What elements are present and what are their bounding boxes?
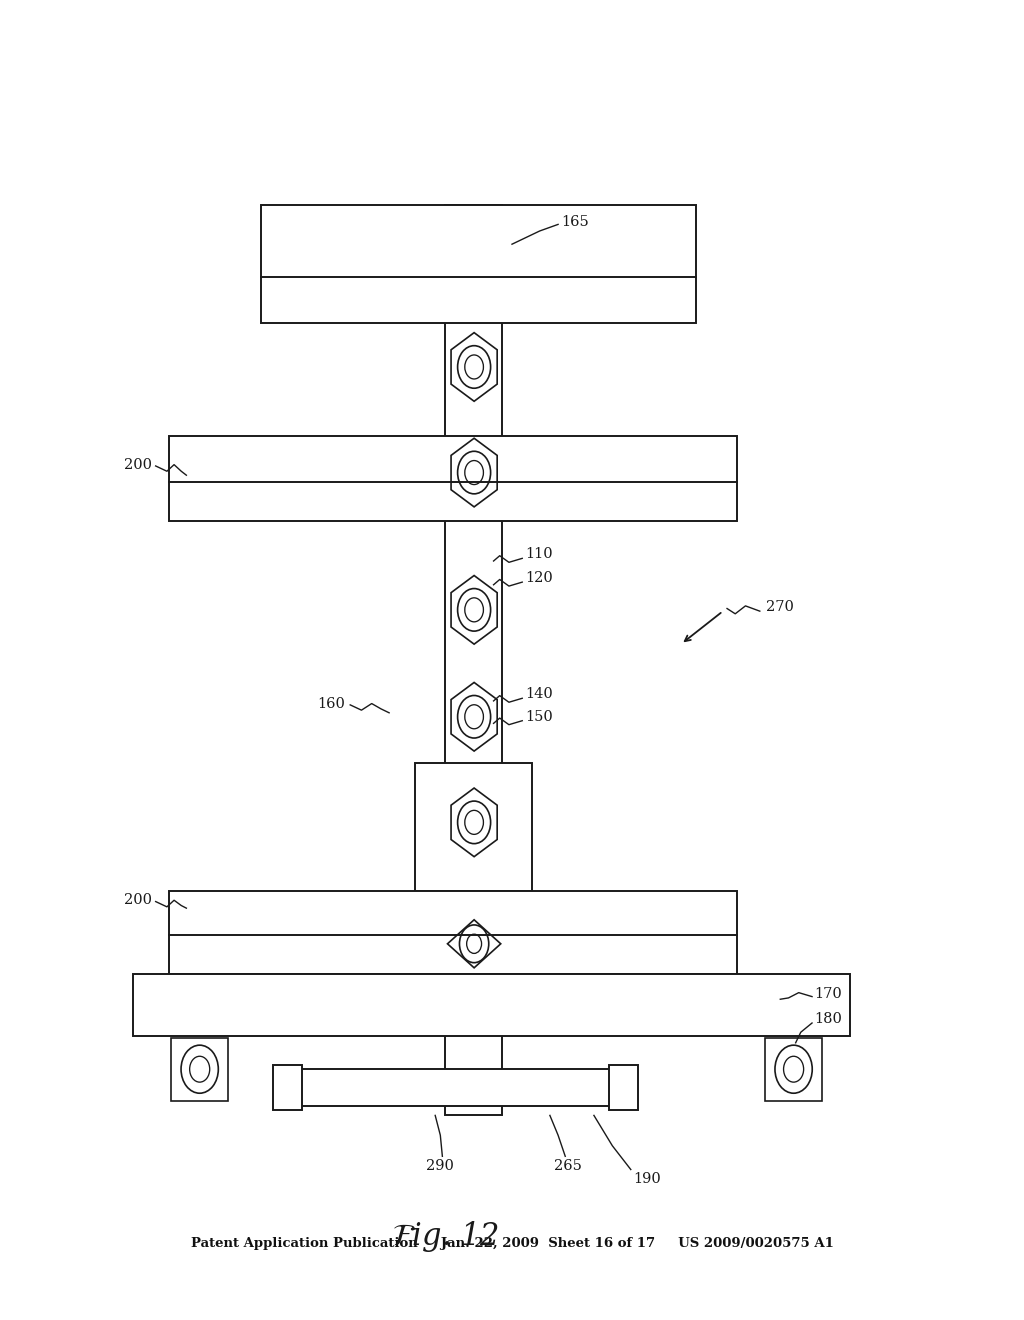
Circle shape (467, 935, 481, 953)
Polygon shape (609, 1065, 638, 1110)
Polygon shape (171, 1038, 228, 1101)
Text: 160: 160 (317, 697, 345, 710)
Polygon shape (451, 576, 498, 644)
Text: 170: 170 (814, 987, 842, 1001)
Text: Patent Application Publication     Jan. 22, 2009  Sheet 16 of 17     US 2009/002: Patent Application Publication Jan. 22, … (190, 1237, 834, 1250)
Polygon shape (273, 1065, 302, 1110)
Text: 180: 180 (814, 1012, 842, 1026)
Circle shape (181, 1045, 218, 1093)
Text: 200: 200 (124, 458, 152, 471)
Circle shape (458, 589, 490, 631)
Text: 140: 140 (525, 688, 553, 701)
Circle shape (465, 461, 483, 484)
Polygon shape (765, 1038, 822, 1101)
Polygon shape (451, 682, 498, 751)
Circle shape (775, 1045, 812, 1093)
Text: 150: 150 (525, 710, 553, 723)
Polygon shape (261, 205, 696, 323)
Circle shape (783, 1056, 804, 1082)
Text: 120: 120 (525, 572, 553, 585)
Polygon shape (292, 1069, 620, 1106)
Circle shape (458, 696, 490, 738)
Polygon shape (169, 436, 737, 521)
Circle shape (465, 705, 483, 729)
Polygon shape (415, 763, 532, 891)
Text: 190: 190 (633, 1172, 660, 1187)
Circle shape (458, 451, 490, 494)
Polygon shape (445, 205, 502, 1115)
Circle shape (465, 598, 483, 622)
Text: 265: 265 (554, 1159, 583, 1173)
Polygon shape (451, 438, 498, 507)
Text: 270: 270 (766, 601, 794, 614)
Text: 165: 165 (561, 215, 589, 228)
Polygon shape (451, 788, 498, 857)
Circle shape (458, 801, 490, 843)
Circle shape (465, 355, 483, 379)
Circle shape (458, 346, 490, 388)
Text: 200: 200 (124, 894, 152, 907)
Text: 290: 290 (426, 1159, 455, 1173)
Circle shape (465, 810, 483, 834)
Circle shape (189, 1056, 210, 1082)
Polygon shape (451, 333, 498, 401)
Text: 110: 110 (525, 548, 553, 561)
Text: $\mathcal{F}$ig. 12: $\mathcal{F}$ig. 12 (391, 1220, 500, 1254)
Polygon shape (169, 891, 737, 974)
Circle shape (460, 925, 488, 962)
Polygon shape (447, 920, 501, 968)
Polygon shape (133, 974, 850, 1036)
